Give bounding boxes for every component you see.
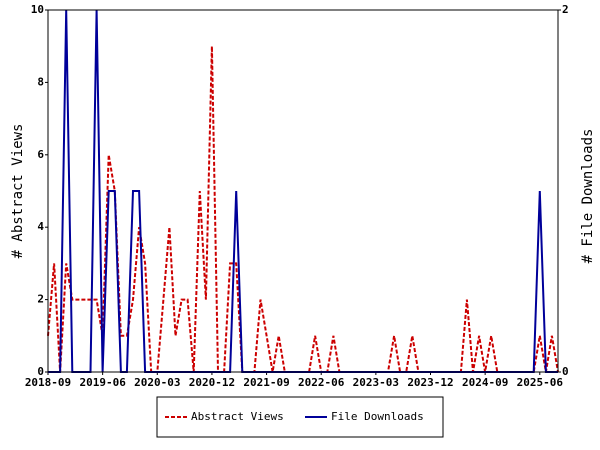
y-tick-label: 10	[31, 3, 44, 16]
x-tick-label: 2022-06	[298, 376, 345, 389]
series-line	[48, 9, 558, 373]
x-tick-label: 2020-03	[134, 376, 180, 389]
legend-label: File Downloads	[331, 410, 424, 423]
series-line	[47, 46, 559, 373]
y-tick-label: 8	[37, 75, 44, 88]
y-tick-label: 4	[37, 220, 44, 233]
y2-tick-label: 0	[562, 365, 569, 378]
x-tick-label: 2023-12	[407, 376, 453, 389]
x-tick-label: 2023-03	[353, 376, 399, 389]
x-tick-label: 2019-06	[79, 376, 126, 389]
x-tick-label: 2024-09	[462, 376, 508, 389]
x-tick-label: 2018-09	[25, 376, 71, 389]
x-tick-label: 2020-12	[189, 376, 235, 389]
y2-tick-label: 2	[562, 3, 569, 16]
y-tick-label: 0	[37, 365, 44, 378]
legend-box	[156, 396, 444, 438]
y-axis-label: # Abstract Views	[10, 124, 26, 259]
y-tick-label: 2	[37, 293, 44, 306]
plot-frame	[47, 9, 559, 373]
legend-label: Abstract Views	[191, 410, 284, 423]
x-tick-label: 2025-06	[517, 376, 564, 389]
y2-axis-label: # File Downloads	[580, 129, 596, 264]
x-tick-label: 2021-09	[243, 376, 289, 389]
y-tick-label: 6	[37, 148, 44, 161]
